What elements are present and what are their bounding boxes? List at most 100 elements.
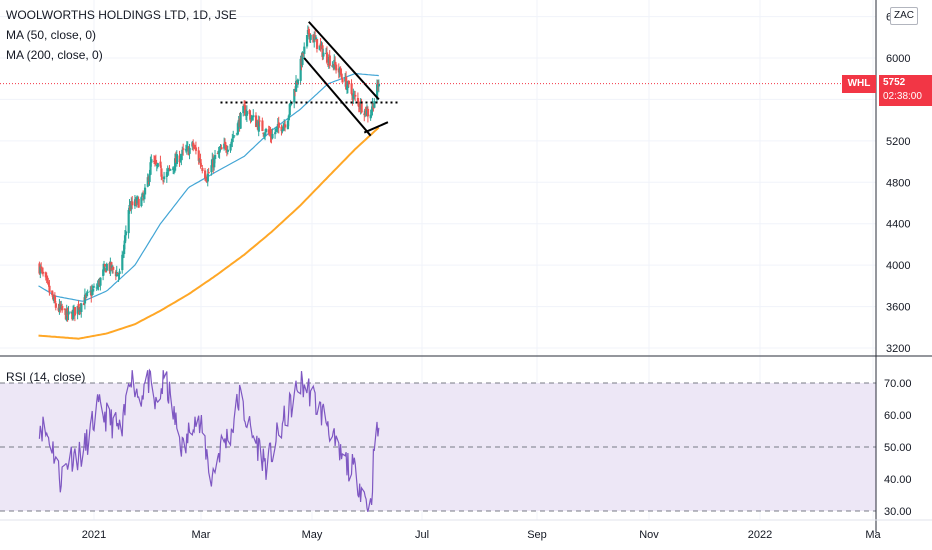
candle [169,168,172,171]
candle [182,143,185,156]
candle [86,289,89,297]
candle [200,162,203,167]
candle [326,63,330,67]
candle [252,109,255,121]
candle [275,128,278,134]
candle [277,116,280,134]
candle [67,305,70,321]
rsi-pane [0,368,876,513]
candle [226,145,229,155]
ma200-legend[interactable]: MA (200, close, 0) [6,48,103,62]
price-tick-label: 6000 [886,53,910,65]
candle [242,104,245,117]
candle [244,100,247,117]
candle [315,38,319,53]
candle [161,174,164,180]
candle [249,110,252,124]
candle [377,79,381,93]
price-tick-label: 3600 [886,302,910,314]
price-tick-label: 4800 [886,177,910,189]
time-axis[interactable]: 2021 Mar May Jul Sep Nov 2022 Ma [82,529,882,541]
candle [357,100,361,113]
candle [352,88,355,104]
candle [124,225,128,242]
rsi-tick-label: 40.00 [884,474,912,486]
candle [121,250,124,274]
candle [137,196,140,208]
candle [127,207,130,239]
time-tick-label: Ma [865,529,881,541]
rsi-tick-label: 30.00 [884,506,912,518]
candle [53,292,57,304]
candle [180,153,183,166]
price-tick-label: 5200 [886,136,910,148]
candle [99,277,102,291]
candle [232,130,235,143]
candle [103,263,107,268]
candle [258,116,261,127]
symbol-title[interactable]: WOOLWORTHS HOLDINGS LTD, 1D, JSE [6,8,237,22]
price-axis[interactable]: 3200 3600 4000 4400 4800 5200 6000 6 [886,12,910,355]
bar-countdown: 02:38:00 [883,91,922,102]
breakout-line[interactable] [363,121,389,134]
candle [77,300,80,315]
candle [264,127,268,134]
rsi-axis[interactable]: 70.00 60.00 50.00 40.00 30.00 [884,378,912,518]
candle [204,174,208,182]
ma200-layer [38,126,380,340]
rsi-line [38,368,380,513]
candle [116,272,119,275]
candle [340,68,343,80]
candle [172,166,175,175]
candle [305,34,309,49]
candle [360,98,363,114]
candle [288,103,291,118]
candle [335,62,338,74]
candle [231,133,234,148]
candle [54,300,57,311]
channel-lower-line[interactable] [303,57,372,137]
channel-upper-line[interactable] [308,21,380,101]
price-tick-label: 4400 [886,219,910,231]
rsi-tick-label: 70.00 [884,378,912,390]
candle [150,154,153,167]
candle [224,142,228,153]
rsi-legend[interactable]: RSI (14, close) [6,370,86,384]
candle [40,262,43,273]
last-price: 5752 [883,77,906,88]
candle [185,141,189,155]
candle [293,88,296,109]
candle [112,265,115,274]
symbol-price-tag: WHL [842,75,876,93]
ma200-line [38,126,380,340]
candle [245,105,249,122]
rsi-tick-label: 50.00 [884,442,912,454]
candle [131,196,134,209]
candle [123,240,126,258]
candle [188,143,191,160]
candle [192,139,195,152]
candle [42,267,45,277]
candle [309,33,312,43]
currency-button[interactable]: ZAC [890,7,918,25]
candle [287,114,290,127]
rsi-band [0,383,876,511]
ma50-legend[interactable]: MA (50, close, 0) [6,28,97,42]
candle [103,260,106,276]
candle [267,125,270,136]
candle [303,42,306,59]
candle [296,78,300,88]
candle [328,50,331,69]
candle [80,302,83,318]
candle [261,117,264,132]
price-pane [0,0,876,356]
candle [325,46,329,64]
candle [117,273,120,282]
candle [154,154,158,166]
candle [140,196,143,208]
candle [73,307,77,322]
candle [373,98,376,108]
candle [257,115,260,137]
time-tick-label: May [302,529,323,541]
candle [314,30,317,42]
